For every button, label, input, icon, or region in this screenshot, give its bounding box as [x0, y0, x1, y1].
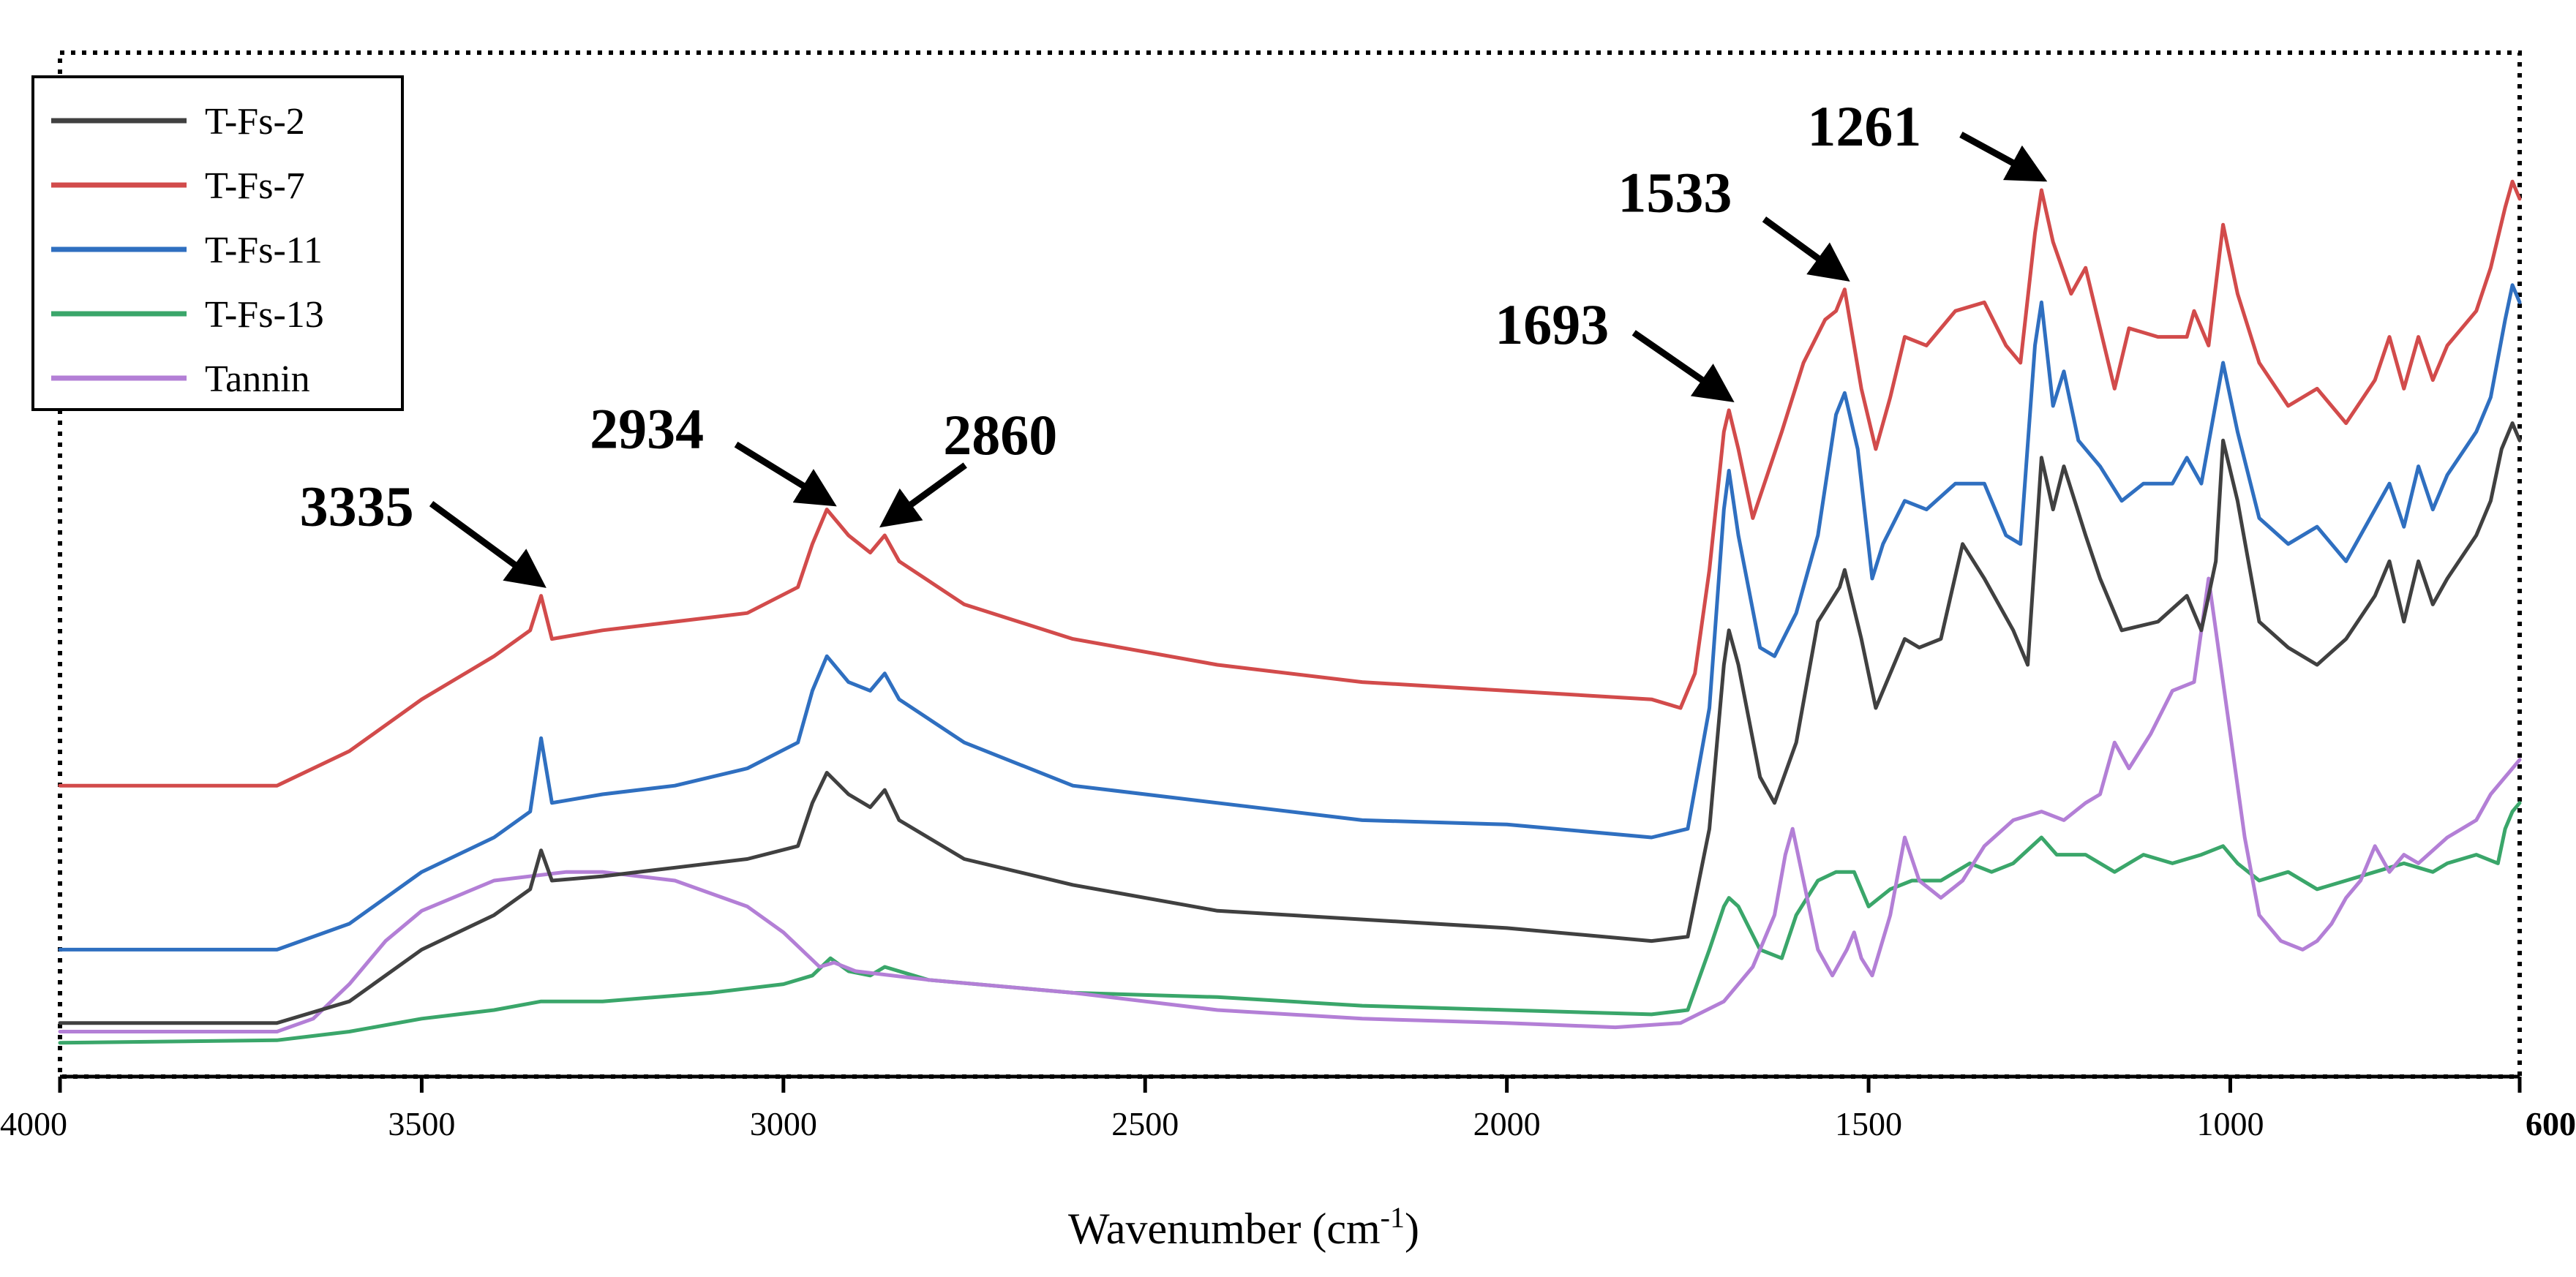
legend-label-t-fs-13: T-Fs-13 [205, 294, 324, 336]
x-tick-label-2500: 2500 [1111, 1105, 1179, 1142]
series-line-t-fs-7 [58, 179, 2522, 788]
legend: T-Fs-2 T-Fs-7 T-Fs-11 T-Fs-13 Tannin [31, 75, 404, 411]
annotation-label-3335: 3335 [300, 475, 414, 538]
annotation-arrow-3335 [429, 500, 547, 588]
series-line-t-fs-11 [58, 283, 2522, 952]
annotation-arrow-1533 [1762, 216, 1850, 282]
legend-label-t-fs-2: T-Fs-2 [205, 101, 305, 143]
annotation-label-1693: 1693 [1495, 293, 1609, 356]
x-tick-label-4000: 4000 [0, 1105, 67, 1142]
legend-label-t-fs-7: T-Fs-7 [205, 165, 305, 207]
annotation-label-1533: 1533 [1618, 161, 1732, 225]
x-tick-label-600: 600 [2526, 1105, 2576, 1142]
annotation-group: 3335 2934 2860 1693 1533 1261 [300, 94, 2048, 588]
annotation-label-1261: 1261 [1807, 94, 1921, 158]
x-ticks-group: 4000 3500 3000 2500 2000 1500 1000 600 [0, 1077, 2576, 1142]
x-tick-label-3000: 3000 [750, 1105, 817, 1142]
annotation-label-2860: 2860 [943, 403, 1057, 467]
plot-frame [58, 50, 2522, 1079]
legend-box [31, 75, 404, 411]
x-axis-title: Wavenumber (cm-1) [1068, 1201, 1419, 1254]
annotation-label-2934: 2934 [590, 397, 704, 461]
annotation-arrow-1693 [1631, 330, 1735, 403]
series-line-t-fs-13 [58, 801, 2522, 1045]
x-tick-label-2000: 2000 [1473, 1105, 1541, 1142]
series-line-t-fs-2 [58, 421, 2522, 1025]
series-group [58, 179, 2522, 1045]
series-line-tannin [58, 576, 2522, 1033]
x-tick-label-1500: 1500 [1835, 1105, 1902, 1142]
annotation-arrow-2860 [879, 462, 967, 528]
x-tick-label-1000: 1000 [2196, 1105, 2264, 1142]
legend-label-tannin: Tannin [205, 358, 310, 400]
annotation-arrow-2934 [734, 441, 837, 507]
x-tick-label-3500: 3500 [388, 1105, 455, 1142]
annotation-arrow-1261 [1959, 132, 2048, 182]
legend-label-t-fs-11: T-Fs-11 [205, 230, 323, 271]
